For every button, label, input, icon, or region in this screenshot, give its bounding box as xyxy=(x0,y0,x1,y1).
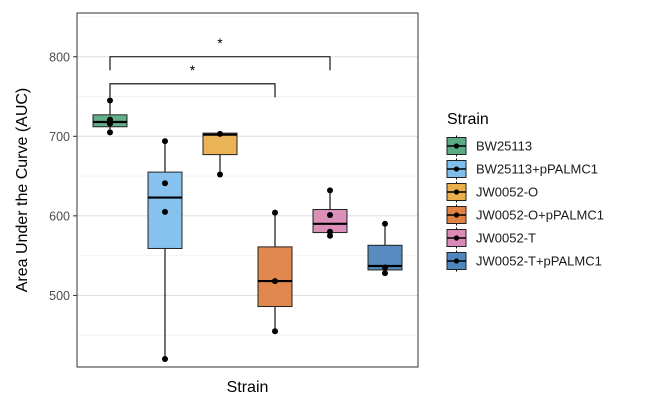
legend-label: JW0052-T+pPALMC1 xyxy=(476,254,602,269)
legend-key-point xyxy=(453,143,460,149)
data-point xyxy=(162,356,168,363)
box-bw25113 xyxy=(92,97,128,136)
y-tick-label: 800 xyxy=(49,50,70,64)
legend-item: JW0052-O xyxy=(446,181,538,203)
y-tick-label: 500 xyxy=(49,289,70,303)
y-tick-label: 600 xyxy=(49,209,70,223)
data-point xyxy=(382,270,388,277)
legend-item: JW0052-O+pPALMC1 xyxy=(446,204,604,226)
legend-key-point xyxy=(453,189,460,195)
data-point xyxy=(217,171,223,178)
data-point xyxy=(272,328,278,335)
data-point xyxy=(272,278,278,285)
data-point xyxy=(217,130,223,137)
data-point xyxy=(327,212,333,219)
significance-annotations: ** xyxy=(109,35,331,98)
box-jw0052-o xyxy=(202,130,238,178)
data-point xyxy=(107,120,113,127)
box-jw0052-t-ppalmc1 xyxy=(367,220,403,277)
x-axis-title: Strain xyxy=(227,379,269,396)
legend-item: BW25113+pPALMC1 xyxy=(446,158,598,180)
legend-label: BW25113+pPALMC1 xyxy=(476,162,598,177)
significance-bracket xyxy=(109,56,331,71)
box-jw0052-t xyxy=(312,187,348,239)
plot-panel-border xyxy=(76,12,419,368)
box-bw25113-ppalmc1 xyxy=(147,138,183,363)
legend-item: JW0052-T xyxy=(446,227,536,249)
data-point xyxy=(162,138,168,145)
significance-bracket xyxy=(109,83,276,98)
plot-panel-background xyxy=(77,13,418,367)
legend-key-point xyxy=(453,166,460,172)
legend-label: JW0052-O xyxy=(476,185,538,200)
legend-key-point xyxy=(453,235,460,241)
y-tick-label: 700 xyxy=(49,130,70,144)
data-point xyxy=(327,232,333,239)
data-point xyxy=(382,264,388,271)
legend-item: JW0052-T+pPALMC1 xyxy=(446,250,602,272)
significance-label: * xyxy=(190,62,196,78)
data-point xyxy=(162,208,168,215)
box-plot-series xyxy=(92,97,403,363)
legend: Strain BW25113 BW25113+pPALMC1 JW0052-O JW0… xyxy=(446,111,604,272)
y-axis-ticks: 500 600 700 800 xyxy=(49,50,77,303)
minor-gridlines xyxy=(77,16,418,336)
legend-label: BW25113 xyxy=(476,139,532,154)
box-jw0052-o-ppalmc1 xyxy=(257,209,293,335)
legend-key-point xyxy=(453,258,460,264)
y-axis-title: Area Under the Curve (AUC) xyxy=(14,88,31,293)
box-body xyxy=(257,246,293,308)
data-point xyxy=(272,209,278,216)
data-point xyxy=(382,220,388,227)
data-point xyxy=(107,129,113,136)
data-point xyxy=(162,180,168,187)
legend-label: JW0052-O+pPALMC1 xyxy=(476,208,604,223)
data-point xyxy=(107,97,113,104)
data-point xyxy=(327,187,333,194)
legend-key-point xyxy=(453,212,460,218)
legend-title: Strain xyxy=(447,111,489,128)
legend-item: BW25113 xyxy=(446,135,532,157)
legend-label: JW0052-T xyxy=(476,231,536,246)
significance-label: * xyxy=(217,35,223,51)
